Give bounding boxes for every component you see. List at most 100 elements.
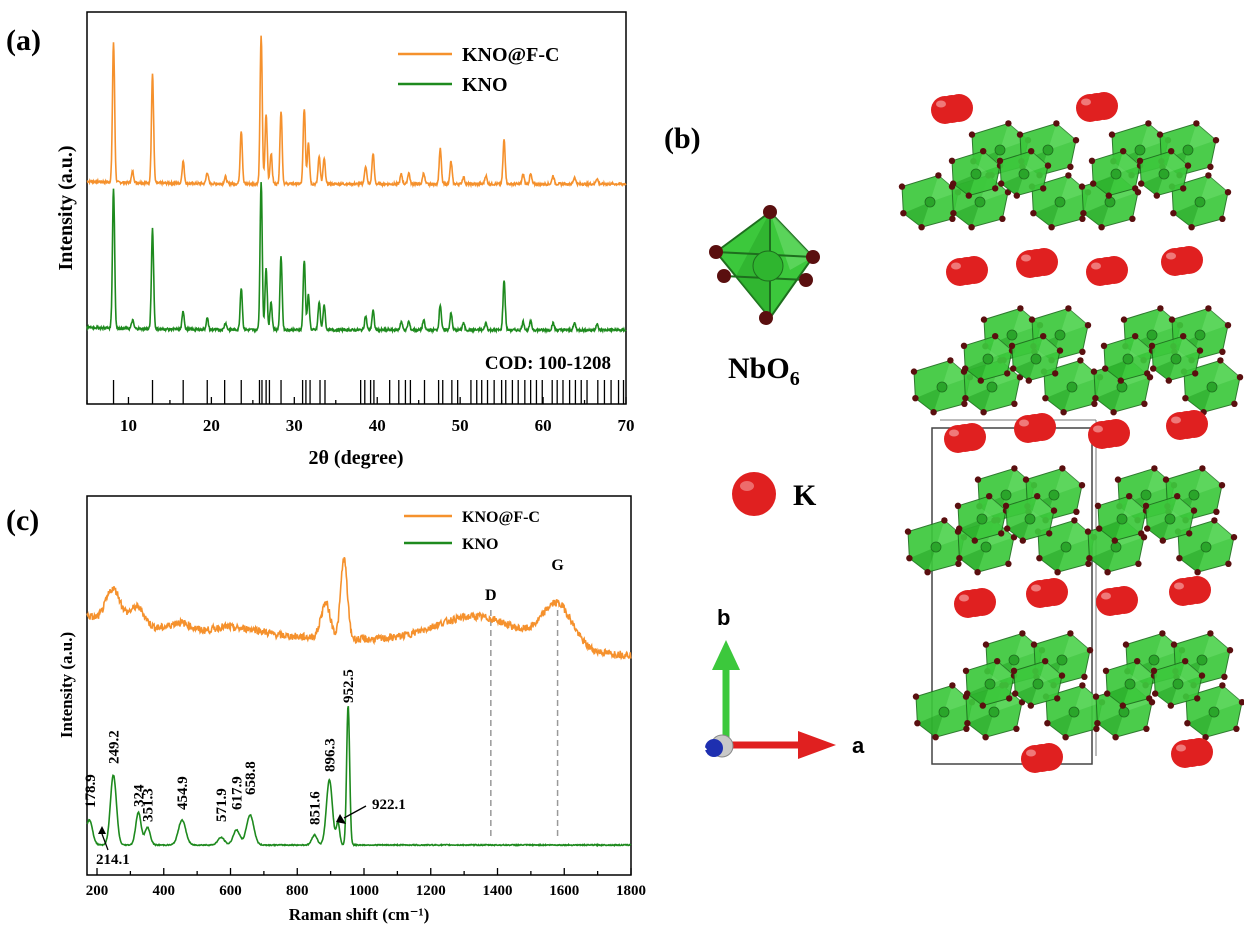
polyhedron-facet bbox=[1206, 520, 1234, 547]
polyhedron-facet bbox=[1074, 685, 1102, 712]
oxygen-atom bbox=[1170, 641, 1178, 648]
oxygen-atom bbox=[1150, 667, 1158, 674]
oxygen-atom bbox=[992, 185, 999, 192]
oxygen-atom bbox=[1096, 525, 1103, 532]
xrd-cod-annotation: COD: 100-1208 bbox=[485, 353, 611, 374]
oxygen-atom bbox=[1202, 734, 1209, 741]
oxygen-atom bbox=[1111, 537, 1119, 544]
nb-atom bbox=[994, 144, 1006, 156]
raman-x-tick-label: 400 bbox=[153, 883, 176, 899]
oxygen-atom bbox=[1016, 131, 1024, 138]
oxygen-atom bbox=[962, 365, 969, 372]
oxygen-atom bbox=[1170, 210, 1177, 217]
oxygen-atom bbox=[1157, 305, 1164, 312]
oxygen-atom bbox=[904, 528, 912, 535]
polyhedron-facet bbox=[1024, 151, 1048, 174]
raman-peak-arrow-head bbox=[336, 814, 346, 824]
nb-atom bbox=[1124, 678, 1136, 690]
nb-atom bbox=[1048, 489, 1060, 501]
oxygen-atom bbox=[1213, 508, 1220, 515]
oxygen-atom bbox=[1030, 210, 1037, 217]
raman-peak-label: 617.9 bbox=[229, 776, 245, 810]
potassium-atom bbox=[1086, 258, 1114, 286]
oxygen-atom bbox=[1168, 316, 1176, 323]
oxygen-atom bbox=[1086, 647, 1094, 654]
nb-atom bbox=[1060, 541, 1072, 553]
oxygen-atom bbox=[1030, 641, 1038, 648]
oxygen-atom bbox=[1218, 482, 1226, 489]
nb-atom bbox=[1140, 489, 1152, 501]
oxygen-atom bbox=[1207, 630, 1214, 637]
oxygen-atom bbox=[912, 395, 919, 402]
oxygen-atom bbox=[912, 693, 920, 700]
oxygen-atom bbox=[1094, 502, 1102, 509]
xrd-legend: KNO@F-C KNO bbox=[398, 44, 559, 96]
oxygen-atom bbox=[1013, 192, 1020, 199]
oxygen-atom bbox=[1013, 725, 1020, 732]
nb-atom bbox=[1194, 329, 1206, 341]
oxygen-atom bbox=[1196, 347, 1204, 354]
oxygen-atom bbox=[1084, 528, 1092, 535]
oxygen-atom bbox=[1217, 357, 1224, 364]
potassium-atom bbox=[931, 96, 959, 124]
polyhedron-facet bbox=[1007, 519, 1030, 541]
oxygen-atom bbox=[1060, 409, 1067, 416]
oxygen-atom bbox=[1146, 695, 1153, 702]
oxygen-atom bbox=[998, 530, 1005, 537]
potassium-atom bbox=[946, 258, 974, 286]
xrd-x-tick-label: 70 bbox=[618, 416, 635, 435]
oxygen-atom bbox=[1052, 370, 1059, 377]
polyhedron-facet bbox=[1202, 633, 1230, 660]
oxygen-atom bbox=[955, 560, 962, 567]
oxygen-atom bbox=[1221, 673, 1228, 680]
potassium-atom-icon bbox=[732, 472, 776, 516]
oxygen-atom bbox=[956, 525, 963, 532]
polyhedron-facet bbox=[1147, 519, 1170, 541]
oxygen-atom bbox=[1105, 192, 1113, 199]
xrd-legend-label-kno-fc: KNO@F-C bbox=[462, 44, 559, 66]
potassium-atom bbox=[1171, 740, 1199, 768]
nb-atom bbox=[1188, 489, 1200, 501]
oxygen-atom bbox=[1079, 348, 1086, 355]
oxygen-atom bbox=[1046, 530, 1053, 537]
oxygen-atom bbox=[974, 476, 982, 483]
nb-atom bbox=[984, 678, 996, 690]
axis-a-label: a bbox=[852, 733, 865, 758]
raman-peak-label: 571.9 bbox=[214, 788, 230, 822]
polyhedron-facet bbox=[965, 387, 992, 413]
oxygen-atom bbox=[1006, 695, 1013, 702]
nb-atom bbox=[1206, 381, 1218, 393]
polyhedron-facet bbox=[1066, 520, 1094, 547]
polyhedron-facet bbox=[1146, 468, 1174, 495]
polyhedron-facet bbox=[988, 336, 1012, 359]
oxygen-atom bbox=[1174, 493, 1181, 500]
oxygen-atom bbox=[948, 157, 956, 164]
oxygen-atom bbox=[1104, 569, 1111, 576]
oxygen-atom bbox=[1011, 400, 1018, 407]
raman-x-tick-label: 1000 bbox=[349, 883, 379, 899]
nb-atom bbox=[974, 196, 986, 208]
polyhedron-facet bbox=[1152, 308, 1180, 335]
panel-label-a: (a) bbox=[6, 24, 41, 57]
oxygen-atom bbox=[1073, 508, 1080, 515]
oxygen-atom bbox=[1225, 560, 1232, 567]
oxygen-atom bbox=[998, 180, 1005, 187]
oxygen-atom bbox=[1028, 316, 1036, 323]
nb-atom bbox=[1208, 706, 1220, 718]
oxygen-atom bbox=[1129, 215, 1136, 222]
nb-atom bbox=[1164, 513, 1176, 525]
oxygen-atom bbox=[1122, 641, 1130, 648]
oxygen-atom bbox=[1086, 555, 1093, 562]
xrd-series-kno-fc bbox=[86, 35, 627, 189]
oxygen-atom bbox=[1102, 365, 1109, 372]
oxygen-atom bbox=[1088, 157, 1096, 164]
polyhedron-facet bbox=[1116, 151, 1140, 174]
polyhedron-facet bbox=[1105, 359, 1128, 381]
oxygen-atom bbox=[1102, 667, 1110, 674]
oxygen-atom bbox=[1053, 120, 1060, 127]
polyhedron-facet bbox=[1128, 336, 1152, 359]
raman-x-tick-label: 1400 bbox=[483, 883, 513, 899]
polyhedron-facet bbox=[1130, 661, 1154, 684]
oxygen-atom bbox=[1193, 120, 1200, 127]
